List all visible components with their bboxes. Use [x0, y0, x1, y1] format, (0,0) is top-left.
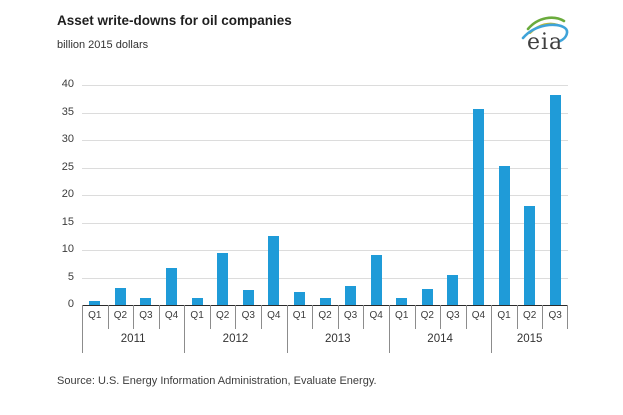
quarter-label-2013-Q2: Q2: [318, 310, 332, 321]
gridline-15: [82, 222, 568, 224]
gridline-20: [82, 195, 568, 196]
bar-2014-Q2: [421, 289, 433, 305]
year-label-2014: 2014: [427, 333, 453, 345]
quarter-label-2012-Q3: Q3: [241, 310, 255, 321]
quarter-separator: [133, 305, 135, 329]
year-label-2013: 2013: [324, 333, 351, 345]
quarter-separator: [465, 305, 467, 329]
quarter-separator: [542, 305, 544, 329]
quarter-label-2011-Q4: Q4: [164, 310, 179, 321]
y-tick-label-15: 15: [61, 215, 74, 228]
quarter-label-2011-Q3: Q3: [139, 310, 153, 321]
bar-chart: 0 5 10 15 20 25 30 35 40 Q1 Q2 Q3 Q4 2011 Q1 Q2 Q3 Q4 2012…: [62, 78, 568, 353]
year-separator: [82, 305, 83, 353]
eia-logo-text: eia: [527, 30, 564, 55]
quarter-separator: [107, 305, 109, 329]
year-label-2012: 2012: [222, 333, 249, 345]
quarter-label-2012-Q4: Q4: [267, 310, 281, 321]
quarter-separator: [337, 305, 339, 329]
gridline-25: [82, 167, 568, 169]
quarter-separator: [261, 305, 263, 329]
year-separator: [388, 305, 390, 353]
y-tick-label-40: 40: [61, 78, 74, 90]
quarter-label-2014-Q1: Q1: [395, 310, 409, 321]
year-separator: [491, 305, 493, 353]
bar-2015-Q1: [498, 166, 510, 305]
bar-2013-Q3: [345, 286, 357, 305]
quarter-separator: [440, 305, 442, 329]
bar-2011-Q2: [114, 287, 126, 305]
bar-2012-Q1: [191, 298, 203, 305]
bar-2011-Q1: [89, 301, 101, 305]
y-tick-label-0: 0: [67, 298, 74, 310]
year-separator: [286, 305, 288, 353]
y-tick-label-20: 20: [61, 188, 74, 200]
quarter-separator: [158, 305, 160, 329]
bar-2012-Q2: [217, 253, 229, 305]
source-note: Source: U.S. Energy Information Administ…: [57, 375, 377, 387]
year-separator: [184, 305, 186, 353]
year-label-2015: 2015: [516, 333, 543, 345]
quarter-label-2013-Q4: Q4: [369, 310, 383, 321]
quarter-separator: [363, 305, 365, 329]
chart-title: Asset write-downs for oil companies: [57, 13, 292, 28]
quarter-label-2014-Q4: Q4: [471, 310, 486, 321]
quarter-label-2014-Q3: Q3: [446, 310, 460, 321]
x-axis-line: [82, 305, 568, 306]
bar-2015-Q3: [549, 94, 561, 305]
bar-2013-Q2: [319, 298, 331, 305]
quarter-separator: [235, 305, 237, 329]
quarter-label-2011-Q2: Q2: [113, 310, 128, 321]
bar-2013-Q1: [293, 291, 305, 305]
quarter-label-2015-Q2: Q2: [522, 310, 537, 321]
gridline-40: [82, 85, 568, 86]
bar-2013-Q4: [370, 254, 382, 305]
bar-2012-Q3: [242, 290, 254, 305]
eia-logo: eia: [514, 12, 574, 66]
y-tick-label-30: 30: [61, 133, 74, 145]
bar-2015-Q2: [524, 206, 536, 305]
quarter-label-2013-Q1: Q1: [292, 310, 307, 321]
quarter-separator: [567, 305, 568, 329]
gridline-30: [82, 140, 568, 141]
y-tick-label-10: 10: [61, 243, 74, 255]
quarter-separator: [516, 305, 518, 329]
gridline-5: [82, 277, 568, 279]
quarter-label-2011-Q1: Q1: [88, 310, 102, 321]
quarter-label-2014-Q2: Q2: [420, 310, 434, 321]
quarter-label-2015-Q1: Q1: [497, 310, 511, 321]
quarter-separator: [414, 305, 416, 329]
eia-logo-swoosh-icon: [521, 16, 569, 43]
y-tick-label-5: 5: [67, 270, 74, 283]
gridline-35: [82, 112, 568, 114]
gridline-10: [82, 250, 568, 251]
bar-2011-Q3: [140, 298, 152, 305]
quarter-label-2012-Q1: Q1: [190, 310, 204, 321]
bar-2014-Q1: [396, 298, 408, 305]
bar-2012-Q4: [268, 235, 280, 305]
quarter-separator: [209, 305, 211, 329]
quarter-separator: [312, 305, 314, 329]
quarter-label-2012-Q2: Q2: [216, 310, 230, 321]
quarter-label-2015-Q3: Q3: [548, 310, 562, 321]
quarter-label-2013-Q3: Q3: [343, 310, 358, 321]
bar-2014-Q3: [447, 274, 459, 305]
y-tick-label-25: 25: [61, 160, 74, 173]
year-label-2011: 2011: [120, 333, 146, 345]
y-tick-label-35: 35: [61, 105, 74, 118]
chart-subtitle: billion 2015 dollars: [57, 39, 149, 51]
bar-2014-Q4: [472, 108, 484, 305]
bar-2011-Q4: [166, 267, 178, 305]
